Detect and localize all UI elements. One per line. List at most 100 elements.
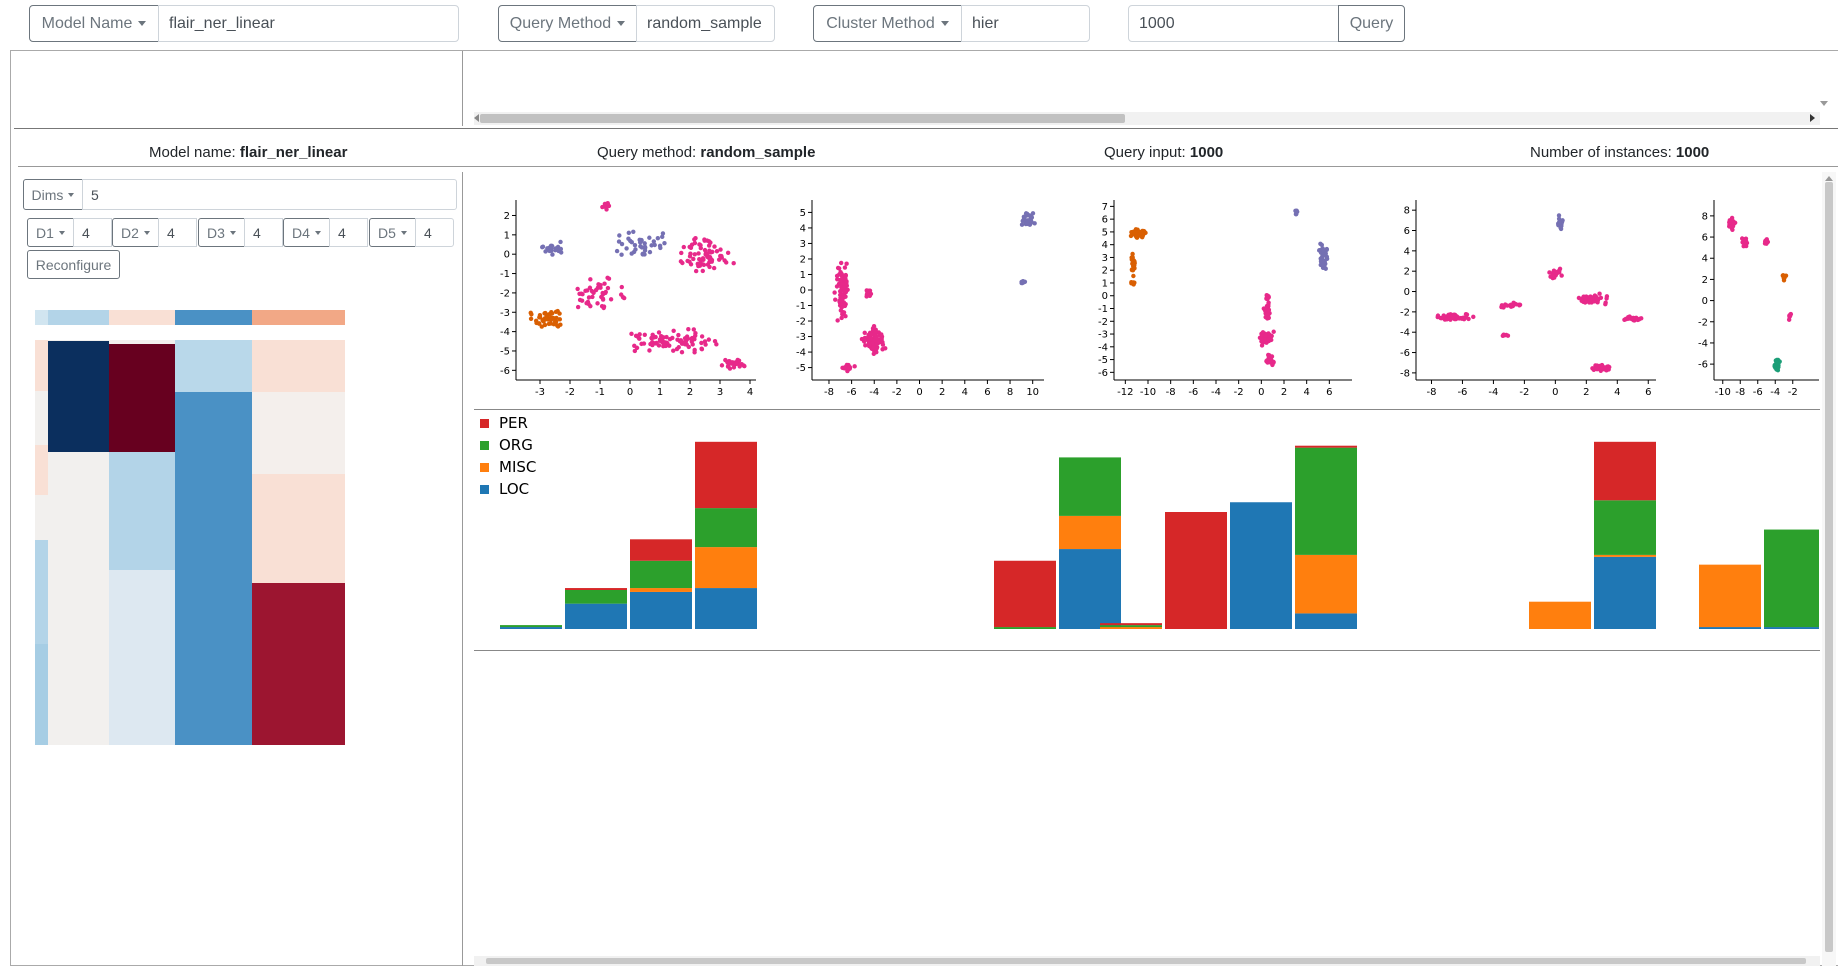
scatter-point[interactable] bbox=[587, 285, 593, 290]
scatter-point[interactable] bbox=[1604, 296, 1609, 301]
scatter-point[interactable] bbox=[640, 251, 645, 257]
scatter-point[interactable] bbox=[692, 252, 697, 257]
scatter-point[interactable] bbox=[699, 340, 704, 346]
scatter-point[interactable] bbox=[1776, 364, 1781, 370]
scatter-point[interactable] bbox=[692, 350, 697, 355]
scroll-down-icon[interactable] bbox=[1820, 101, 1828, 106]
bar-segment[interactable] bbox=[1594, 554, 1656, 557]
scatter-point[interactable] bbox=[1464, 312, 1470, 317]
scatter-point[interactable] bbox=[699, 334, 705, 339]
bar-segment[interactable] bbox=[1230, 502, 1292, 629]
scatter-point[interactable] bbox=[718, 247, 723, 252]
d3-input[interactable]: 4 bbox=[244, 218, 283, 247]
scroll-up-icon[interactable] bbox=[1825, 176, 1833, 181]
scatter-point[interactable] bbox=[873, 329, 878, 334]
scatter-point[interactable] bbox=[1024, 220, 1029, 226]
scatter-point[interactable] bbox=[1471, 314, 1476, 320]
scatter-point[interactable] bbox=[1266, 337, 1272, 343]
dims-input[interactable]: 5 bbox=[82, 179, 457, 210]
d4-input[interactable]: 4 bbox=[329, 218, 368, 247]
bar-segment[interactable] bbox=[1764, 529, 1819, 628]
scatter-point[interactable] bbox=[549, 315, 554, 320]
scatter-point[interactable] bbox=[662, 240, 667, 246]
heatmap-cell[interactable] bbox=[109, 452, 175, 570]
scatter-point[interactable] bbox=[719, 253, 724, 259]
scatter-point[interactable] bbox=[1030, 211, 1036, 216]
scatter-point[interactable] bbox=[723, 357, 728, 363]
scatter-point[interactable] bbox=[865, 338, 871, 343]
heatmap-cell[interactable] bbox=[35, 445, 48, 495]
scatter-point[interactable] bbox=[737, 364, 742, 369]
scatter-point[interactable] bbox=[605, 200, 610, 206]
scatter-point[interactable] bbox=[1557, 222, 1562, 227]
scatter-point[interactable] bbox=[687, 254, 693, 259]
scatter-point[interactable] bbox=[616, 239, 622, 244]
scatter-point[interactable] bbox=[1321, 252, 1327, 258]
scatter-point[interactable] bbox=[1774, 360, 1779, 365]
scatter-point[interactable] bbox=[642, 241, 647, 246]
scatter-point[interactable] bbox=[631, 229, 636, 235]
scatter-point[interactable] bbox=[656, 330, 662, 335]
heatmap-cell[interactable] bbox=[35, 644, 48, 745]
scatter-point[interactable] bbox=[591, 290, 596, 295]
scatter-point[interactable] bbox=[863, 343, 868, 348]
query-method-dropdown[interactable]: Query Method bbox=[498, 5, 637, 42]
bar-segment[interactable] bbox=[1059, 457, 1121, 516]
scatter-point[interactable] bbox=[652, 242, 657, 248]
scatter-point[interactable] bbox=[719, 363, 725, 368]
scatter-point[interactable] bbox=[842, 289, 848, 294]
scatter-point[interactable] bbox=[871, 345, 877, 350]
scatter-point[interactable] bbox=[608, 297, 614, 302]
scatter-point[interactable] bbox=[731, 261, 736, 266]
scatter-point[interactable] bbox=[633, 247, 638, 252]
scatter-point[interactable] bbox=[553, 309, 559, 315]
top-scrollbar[interactable] bbox=[474, 112, 1820, 125]
heatmap-cell[interactable] bbox=[175, 392, 252, 745]
scatter-point[interactable] bbox=[700, 268, 705, 274]
scatter-point[interactable] bbox=[1019, 280, 1024, 286]
scatter-point[interactable] bbox=[626, 236, 631, 241]
scatter-point[interactable] bbox=[1271, 329, 1276, 334]
scatter-point[interactable] bbox=[835, 318, 840, 323]
query-button[interactable]: Query bbox=[1338, 5, 1405, 42]
scatter-point[interactable] bbox=[1294, 209, 1299, 215]
scatter-point[interactable] bbox=[833, 297, 838, 302]
query-method-input[interactable]: random_sample bbox=[636, 5, 775, 42]
scatter-point[interactable] bbox=[1592, 298, 1597, 304]
scatter-point[interactable] bbox=[843, 272, 848, 278]
d4-dropdown[interactable]: D4 bbox=[283, 218, 330, 247]
scrollbar-thumb[interactable] bbox=[480, 114, 1125, 123]
scatter-point[interactable] bbox=[695, 261, 700, 267]
scatter-point[interactable] bbox=[558, 322, 563, 327]
scatter-point[interactable] bbox=[642, 244, 648, 250]
heatmap-cell[interactable] bbox=[48, 340, 109, 341]
cluster-method-dropdown[interactable]: Cluster Method bbox=[813, 5, 962, 42]
scatter-point[interactable] bbox=[655, 235, 661, 241]
scatter-point[interactable] bbox=[588, 303, 593, 309]
scatter-point[interactable] bbox=[1321, 248, 1326, 253]
bar-segment[interactable] bbox=[1295, 613, 1357, 629]
scatter-point[interactable] bbox=[724, 260, 729, 265]
scatter-point[interactable] bbox=[1781, 276, 1787, 281]
scatter-point[interactable] bbox=[1743, 241, 1749, 246]
scatter-point[interactable] bbox=[837, 289, 843, 294]
bar-segment[interactable] bbox=[565, 588, 627, 590]
scatter-point[interactable] bbox=[633, 333, 639, 339]
scatter-point[interactable] bbox=[641, 341, 647, 346]
scatter-point[interactable] bbox=[585, 288, 590, 293]
scatter-point[interactable] bbox=[617, 233, 622, 238]
scroll-left-icon[interactable] bbox=[474, 114, 479, 122]
scatter-point[interactable] bbox=[1435, 313, 1441, 318]
bar-segment[interactable] bbox=[1165, 512, 1227, 629]
heatmap-cell[interactable] bbox=[35, 340, 48, 391]
scatter-point[interactable] bbox=[1510, 303, 1515, 309]
scatter-point[interactable] bbox=[686, 326, 691, 332]
bar-segment[interactable] bbox=[695, 547, 757, 589]
scatter-point[interactable] bbox=[682, 340, 687, 346]
bar-segment[interactable] bbox=[1594, 556, 1656, 629]
scatter-point[interactable] bbox=[685, 258, 690, 264]
scatter-point[interactable] bbox=[600, 204, 605, 210]
scatter-point[interactable] bbox=[1556, 213, 1562, 218]
scatter-point[interactable] bbox=[698, 258, 703, 264]
scatter-point[interactable] bbox=[1594, 366, 1599, 371]
